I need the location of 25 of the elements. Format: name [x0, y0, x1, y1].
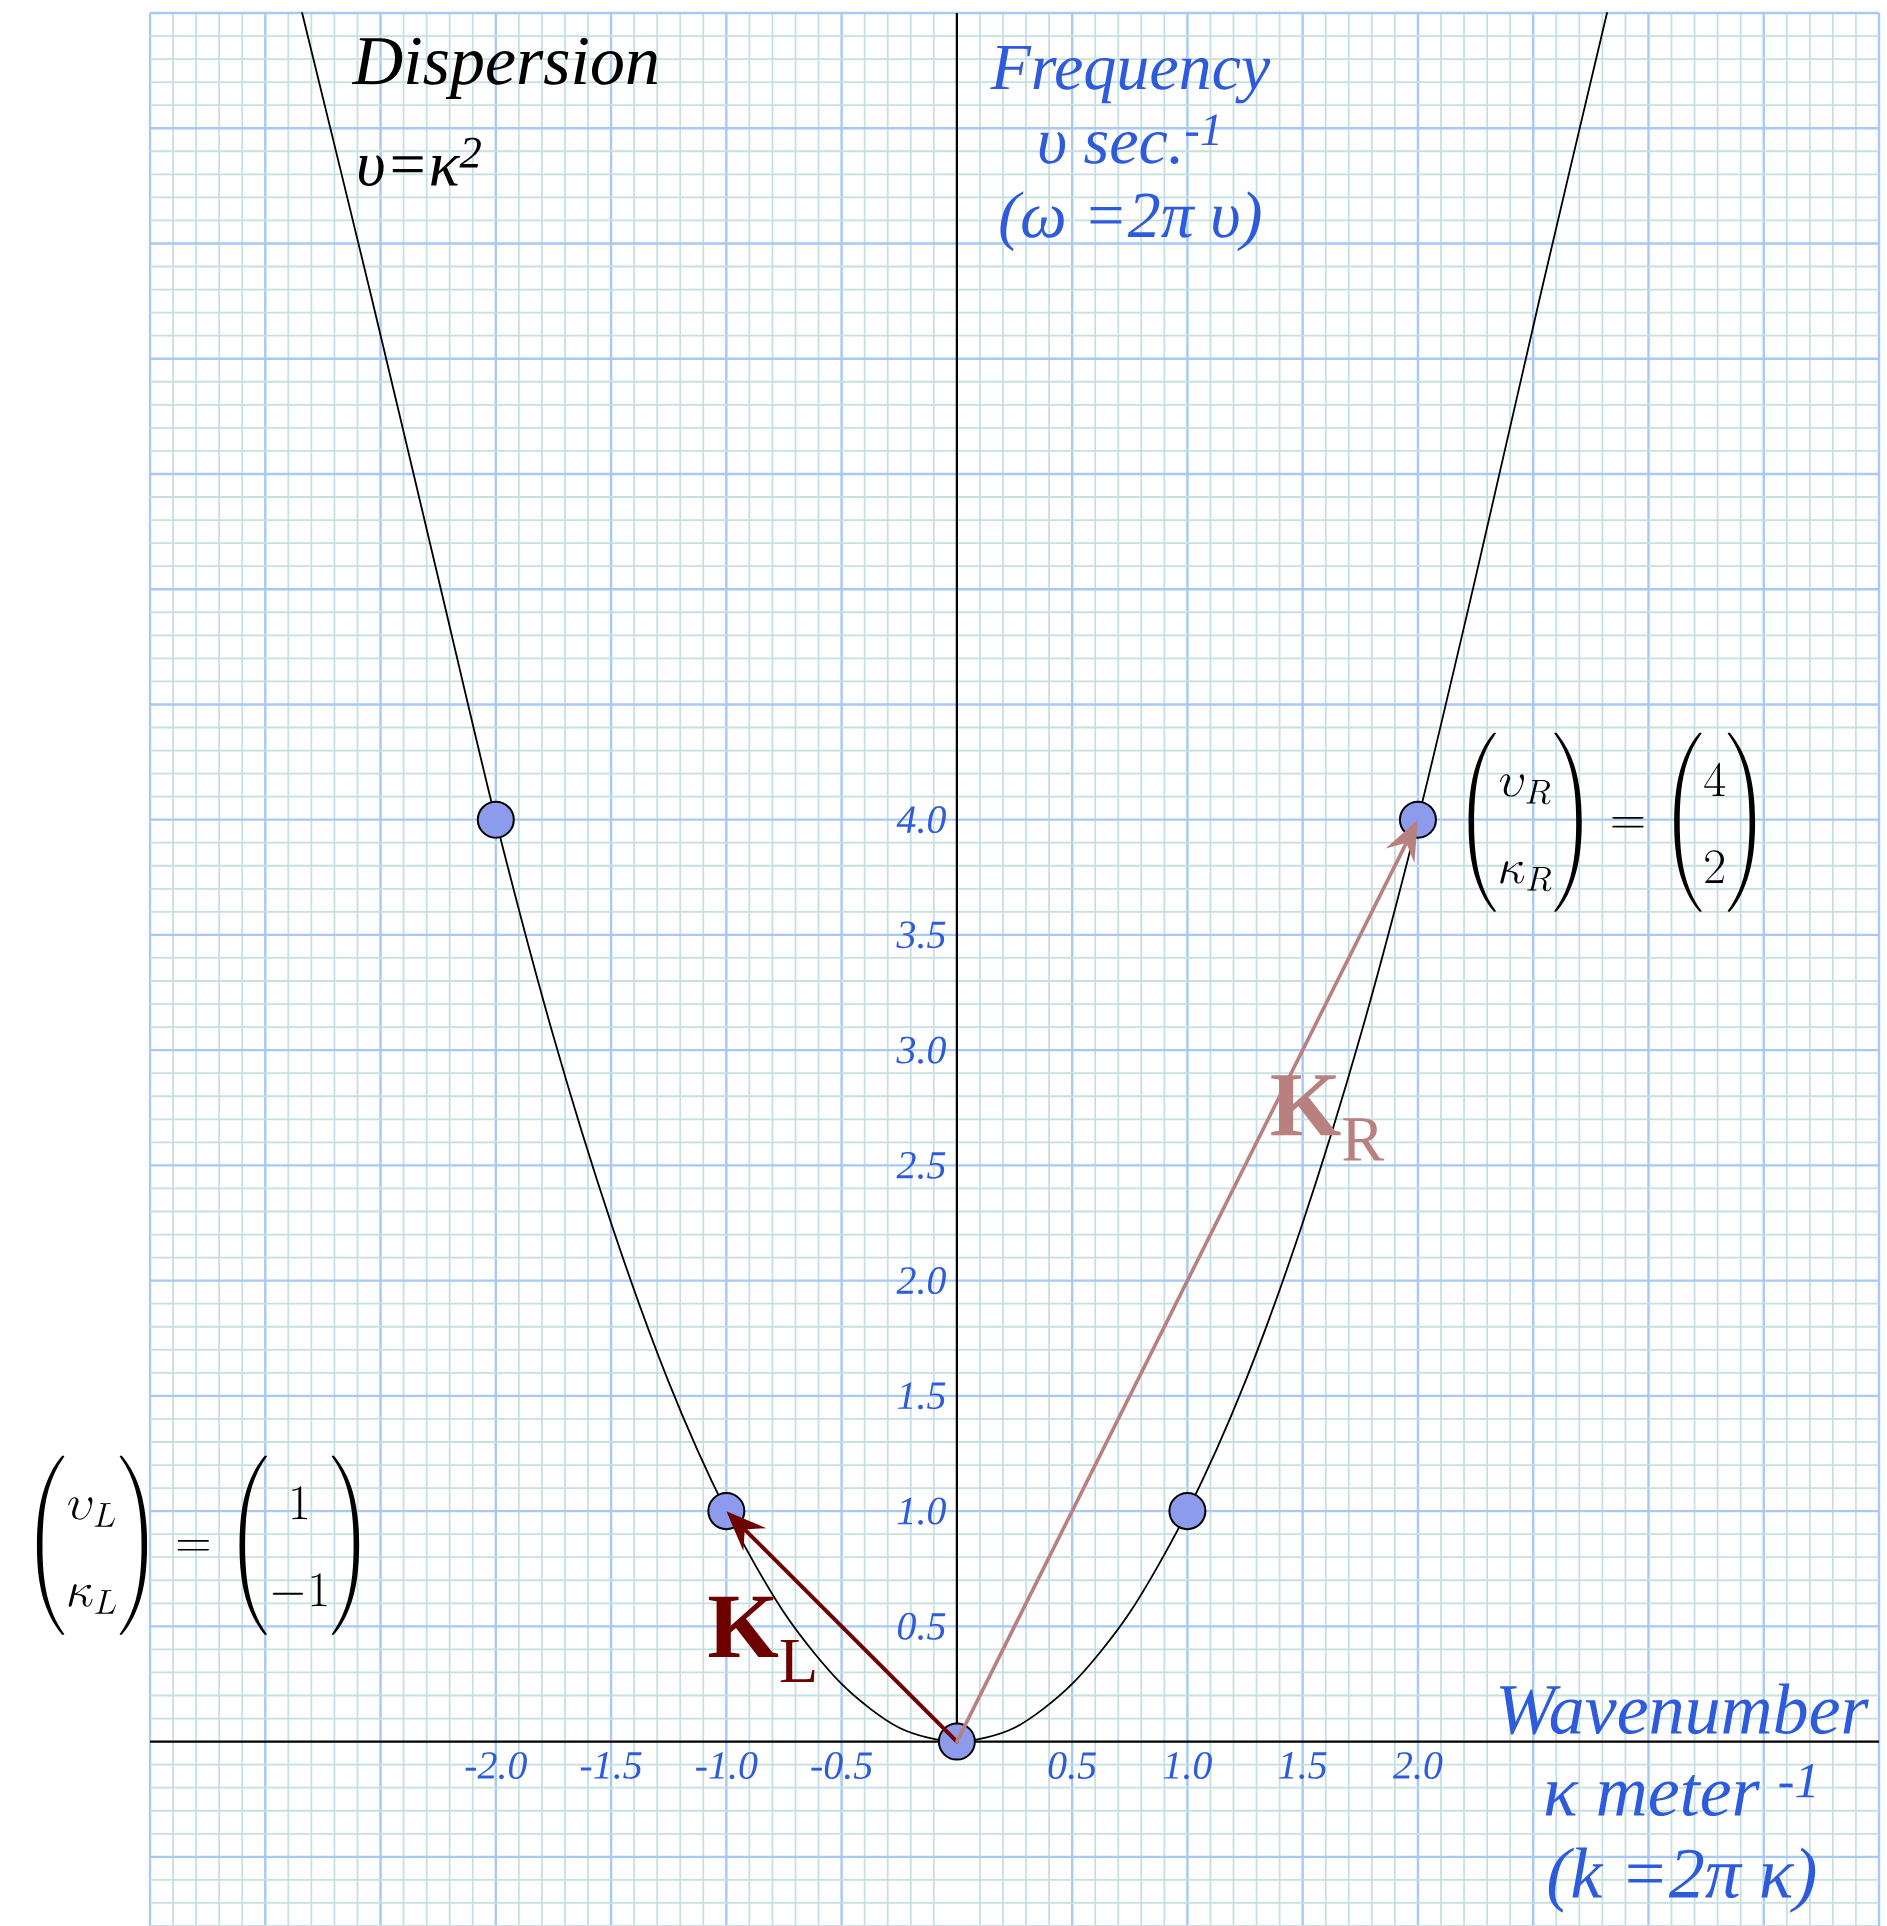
- annotation: K$_{L}$: [708, 1596, 815, 1683]
- x-tick-label: -1.0: [696, 1752, 758, 1780]
- x-tick-label: 1.0: [1163, 1752, 1212, 1780]
- y-tick-label: 3.5: [896, 921, 946, 949]
- y-tick-label: 4.0: [896, 806, 946, 834]
- point: [1168, 1492, 1207, 1531]
- y-tick-label: 0.5: [898, 1612, 946, 1640]
- y-tick-label: 1.5: [897, 1382, 946, 1410]
- x-tick-label: -1.5: [580, 1752, 642, 1779]
- x-tick-label: 1.5: [1279, 1752, 1327, 1779]
- x-tick-label: -2.0: [465, 1752, 527, 1780]
- y-tick-label: 1.0: [897, 1497, 946, 1525]
- x-tick-label: -0.5: [811, 1752, 873, 1780]
- x-tick-label: 2.0: [1392, 1752, 1443, 1780]
- annotation: $\begin{pmatrix}\upsilon_{L}\\ \kappa_{L}\end{pmatrix}=\begin{pmatrix}1\\ -1\end{pmatrix}$: [36, 1455, 360, 1635]
- point: [476, 800, 515, 839]
- x-axis-title: Wavenumber κ meter $^{-1}$ (k =2π κ): [1500, 1683, 1869, 1913]
- x-tick-label: 0.5: [1048, 1752, 1096, 1780]
- y-tick-label: 3.0: [896, 1036, 946, 1064]
- y-tick-label: 2.0: [896, 1267, 946, 1295]
- text: υ=κ$^{2}$: [359, 137, 481, 187]
- y-axis-title: Frequency υ sec.$^{-1}$ (ω =2π υ): [990, 45, 1271, 252]
- annotation: $\begin{pmatrix}\upsilon_{R}\\ \kappa_{R}\end{pmatrix}=\begin{pmatrix}4\\ 2\end{pmatrix}$: [1468, 732, 1756, 912]
- chart-title: Dispersion: [351, 37, 658, 99]
- y-tick-label: 2.5: [896, 1151, 946, 1179]
